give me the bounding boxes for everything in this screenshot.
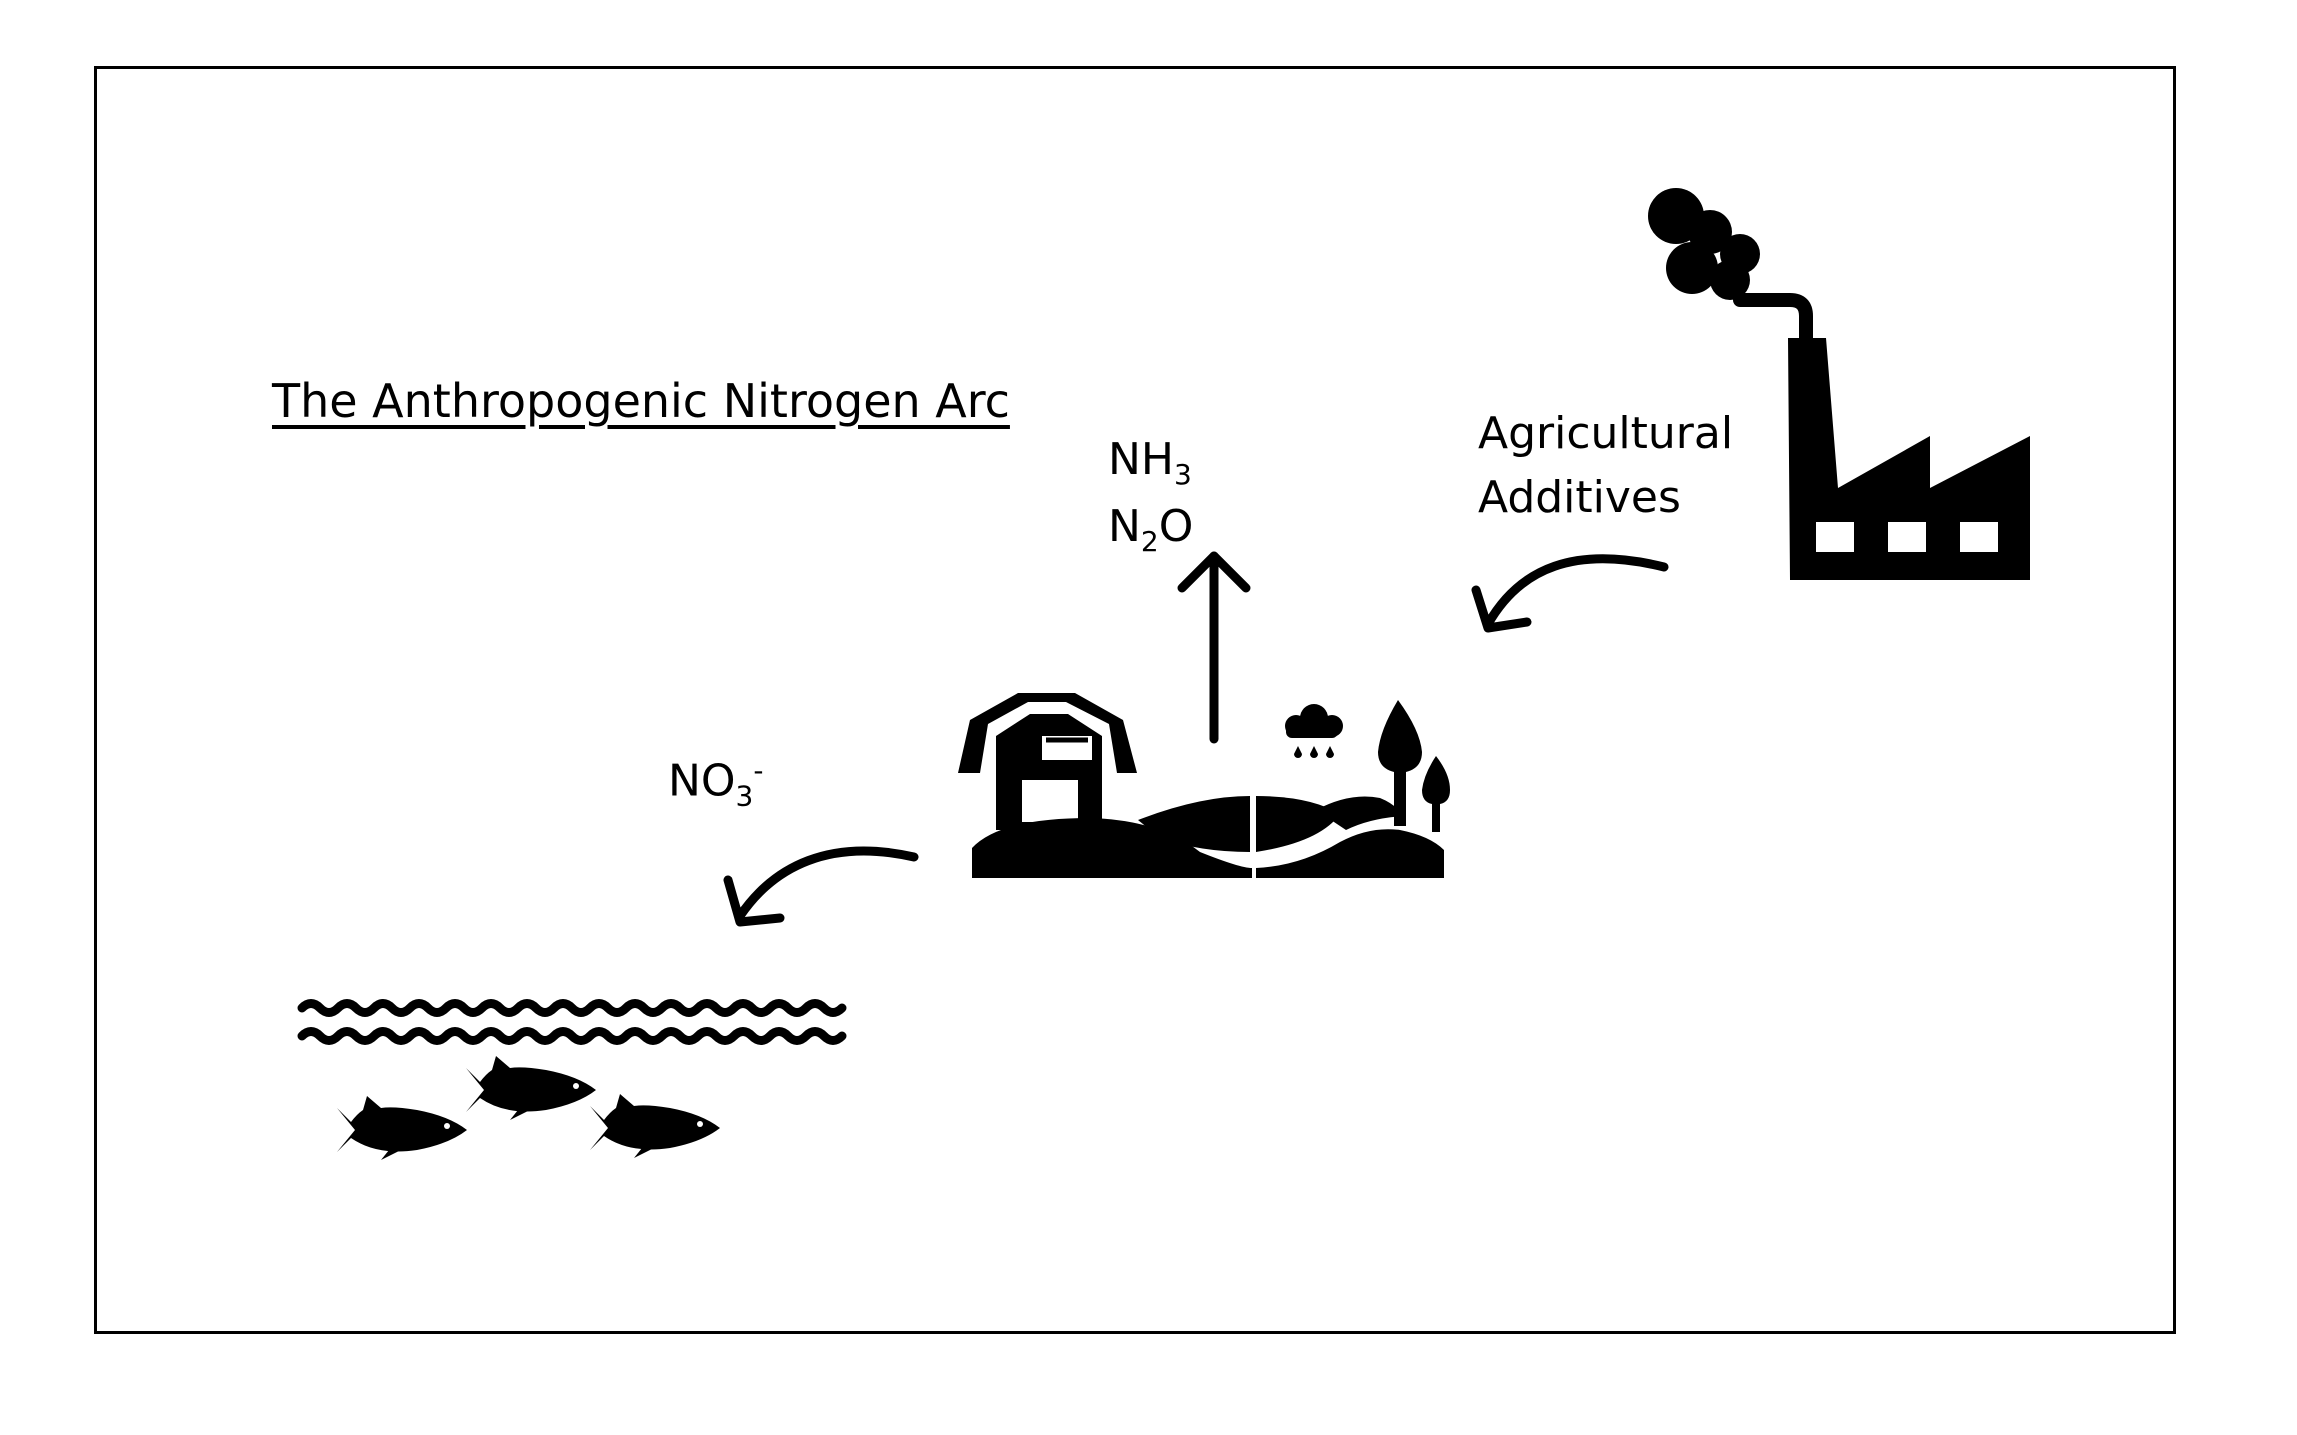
fish-icon (337, 1056, 720, 1160)
ammonia-label: NH3 (1108, 434, 1192, 491)
diagram-title: The Anthropogenic Nitrogen Arc (272, 374, 1010, 428)
agricultural-label: Agricultural (1478, 408, 1734, 459)
tree-icon (1378, 700, 1450, 832)
emission-arrow (1177, 551, 1251, 744)
farm-icon (958, 693, 1450, 878)
nitrate-label: NO3- (668, 754, 764, 813)
nitrous-oxide-label: N2O (1108, 501, 1194, 558)
runoff-arrow (723, 846, 919, 927)
barn-icon (958, 693, 1137, 830)
rain-cloud-icon (1285, 704, 1343, 758)
factory-icon (1648, 188, 2030, 580)
additives-arrow (1471, 554, 1669, 633)
water-waves-icon (297, 999, 847, 1045)
additives-label: Additives (1478, 472, 1681, 523)
diagram-frame (94, 66, 2176, 1334)
